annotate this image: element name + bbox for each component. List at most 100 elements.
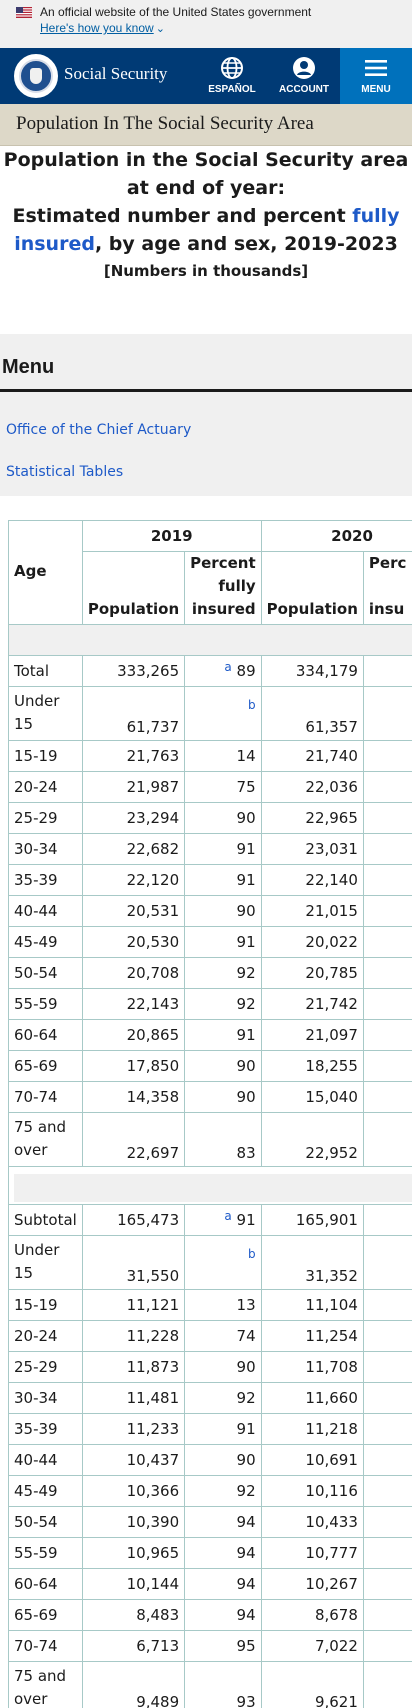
population-2019-cell: 10,965 xyxy=(81,1537,186,1569)
brand-name[interactable]: Social Security xyxy=(64,64,168,83)
table-row: 40-44 20,531 90 21,015 xyxy=(8,895,412,927)
table-row: 30-34 11,481 92 11,660 xyxy=(8,1382,412,1414)
year-header-2019: 2019 xyxy=(81,520,262,552)
title-line-4-text: , by age and sex, 2019-2023 xyxy=(94,233,398,255)
table-row: 70-74 6,713 95 7,022 xyxy=(8,1630,412,1662)
ssa-logo[interactable] xyxy=(14,54,58,98)
pct-header-cut-l1: Perc xyxy=(368,554,407,572)
population-2019-cell: 23,294 xyxy=(81,802,186,834)
population-2020-cell: 23,031 xyxy=(260,833,364,865)
footnote-link[interactable]: b xyxy=(248,1247,256,1261)
age-label-l2: over xyxy=(14,1690,48,1708)
percent-insured-2019-cell: 90 xyxy=(184,1444,262,1476)
population-2020-cell: 15,040 xyxy=(260,1081,364,1113)
population-2019-cell: 20,531 xyxy=(81,895,186,927)
age-cell: 75 and over xyxy=(8,1112,83,1167)
population-table: Age 2019 2020 Population Percent fully ins… xyxy=(8,520,412,1708)
table-row: 20-24 11,228 74 11,254 xyxy=(8,1320,412,1352)
percent-insured-2020-cell xyxy=(362,895,412,927)
percent-insured-2019-cell: 94 xyxy=(184,1599,262,1631)
account-label[interactable]: ACCOUNT xyxy=(279,84,329,95)
table-row: Subtotal 165,473 a 91 165,901 xyxy=(8,1204,412,1236)
age-cell: 40-44 xyxy=(8,1444,83,1476)
menu-link-chief-actuary[interactable]: Office of the Chief Actuary xyxy=(6,422,192,438)
population-2019-cell: 6,713 xyxy=(81,1630,186,1662)
title-line-2: at end of year: xyxy=(126,177,286,199)
percent-insured-2019-cell: 94 xyxy=(184,1506,262,1538)
population-2019-cell: 22,143 xyxy=(81,988,186,1020)
table-row: 35-39 22,120 91 22,140 xyxy=(8,864,412,896)
percent-insured-2019-cell: 75 xyxy=(184,771,262,803)
percent-insured-2020-cell xyxy=(362,988,412,1020)
menu-link-statistical-tables[interactable]: Statistical Tables xyxy=(6,464,124,480)
percent-insured-2020-cell xyxy=(362,1204,412,1236)
percent-insured-2019-cell: 91 xyxy=(184,1413,262,1445)
population-2019-cell: 11,481 xyxy=(81,1382,186,1414)
how-you-know-label[interactable]: Here's how you know xyxy=(40,21,154,35)
table-row: 35-39 11,233 91 11,218 xyxy=(8,1413,412,1445)
population-table-container[interactable]: Age 2019 2020 Population Percent fully ins… xyxy=(8,520,412,1708)
percent-insured-2020-cell xyxy=(362,1382,412,1414)
group-spacer-row xyxy=(8,1166,412,1205)
percent-insured-2020-cell xyxy=(362,1661,412,1708)
age-cell: 20-24 xyxy=(8,771,83,803)
percent-insured-2019-cell: 92 xyxy=(184,988,262,1020)
percent-insured-2020-cell xyxy=(362,1235,412,1290)
age-cell: 70-74 xyxy=(8,1630,83,1662)
espanol-button[interactable]: ESPAÑOL xyxy=(200,48,264,104)
population-2019-cell: 9,489 xyxy=(81,1661,186,1708)
official-site-text: An official website of the United States… xyxy=(40,5,312,19)
pct-header-l2: fully xyxy=(218,577,256,595)
percent-value: 91 xyxy=(236,1211,256,1229)
table-row: 65-69 17,850 90 18,255 xyxy=(8,1050,412,1082)
account-button[interactable]: ACCOUNT xyxy=(272,48,336,104)
age-cell: 60-64 xyxy=(8,1568,83,1600)
percent-insured-2019-cell: a 91 xyxy=(184,1204,262,1236)
footnote-link[interactable]: a xyxy=(224,660,232,674)
table-row: 25-29 23,294 90 22,965 xyxy=(8,802,412,834)
population-2019-cell: 22,697 xyxy=(81,1112,186,1167)
percent-insured-2019-cell: 94 xyxy=(184,1537,262,1569)
table-row: 15-19 21,763 14 21,740 xyxy=(8,740,412,772)
fully-link[interactable]: fully xyxy=(352,205,400,227)
how-you-know-link[interactable]: Here's how you know ⌄ xyxy=(40,21,165,35)
population-2019-cell: 61,737 xyxy=(81,686,186,741)
age-cell: 45-49 xyxy=(8,926,83,958)
ssa-seal-icon xyxy=(19,59,53,93)
breadcrumb-title[interactable]: Population In The Social Security Area xyxy=(16,113,314,134)
table-row: 30-34 22,682 91 23,031 xyxy=(8,833,412,865)
espanol-label[interactable]: ESPAÑOL xyxy=(208,84,256,95)
percent-insured-2019-cell: 90 xyxy=(184,802,262,834)
menu-button[interactable]: MENU xyxy=(340,48,412,104)
pct-header-cut-l2: f xyxy=(369,577,412,595)
percent-insured-2019-cell: 74 xyxy=(184,1320,262,1352)
age-label-l1: Under xyxy=(14,692,60,710)
table-row: 75 and over 9,489 93 9,621 xyxy=(8,1661,412,1708)
menu-title: Menu xyxy=(2,356,55,378)
population-2019-cell: 10,366 xyxy=(81,1475,186,1507)
age-cell: 45-49 xyxy=(8,1475,83,1507)
percent-insured-2019-cell: b xyxy=(184,686,262,741)
table-row: Under 15 31,550 b 31,352 xyxy=(8,1235,412,1290)
population-2019-cell: 10,437 xyxy=(81,1444,186,1476)
table-row: 25-29 11,873 90 11,708 xyxy=(8,1351,412,1383)
pct-header-l3: insured xyxy=(191,600,256,618)
table-row: 60-64 10,144 94 10,267 xyxy=(8,1568,412,1600)
insured-link[interactable]: insured xyxy=(14,233,95,255)
percent-insured-2019-cell: 90 xyxy=(184,895,262,927)
percent-insured-2019-cell: 90 xyxy=(184,1081,262,1113)
menu-label[interactable]: MENU xyxy=(361,84,391,95)
age-cell: 55-59 xyxy=(8,1537,83,1569)
site-header: Social Security ESPAÑOL ACCOUNT MENU xyxy=(0,48,412,104)
age-label-l2: 15 xyxy=(14,715,34,733)
percent-insured-2020-cell xyxy=(362,686,412,741)
footnote-link[interactable]: b xyxy=(248,698,256,712)
population-2020-cell: 22,140 xyxy=(260,864,364,896)
population-2020-cell: 18,255 xyxy=(260,1050,364,1082)
page-title: Population in the Social Security area a… xyxy=(0,146,412,280)
table-row: 60-64 20,865 91 21,097 xyxy=(8,1019,412,1051)
age-cell: Total xyxy=(8,655,83,687)
population-2020-cell: 31,352 xyxy=(260,1235,364,1290)
chevron-down-icon[interactable]: ⌄ xyxy=(155,23,165,35)
footnote-link[interactable]: a xyxy=(224,1209,232,1223)
